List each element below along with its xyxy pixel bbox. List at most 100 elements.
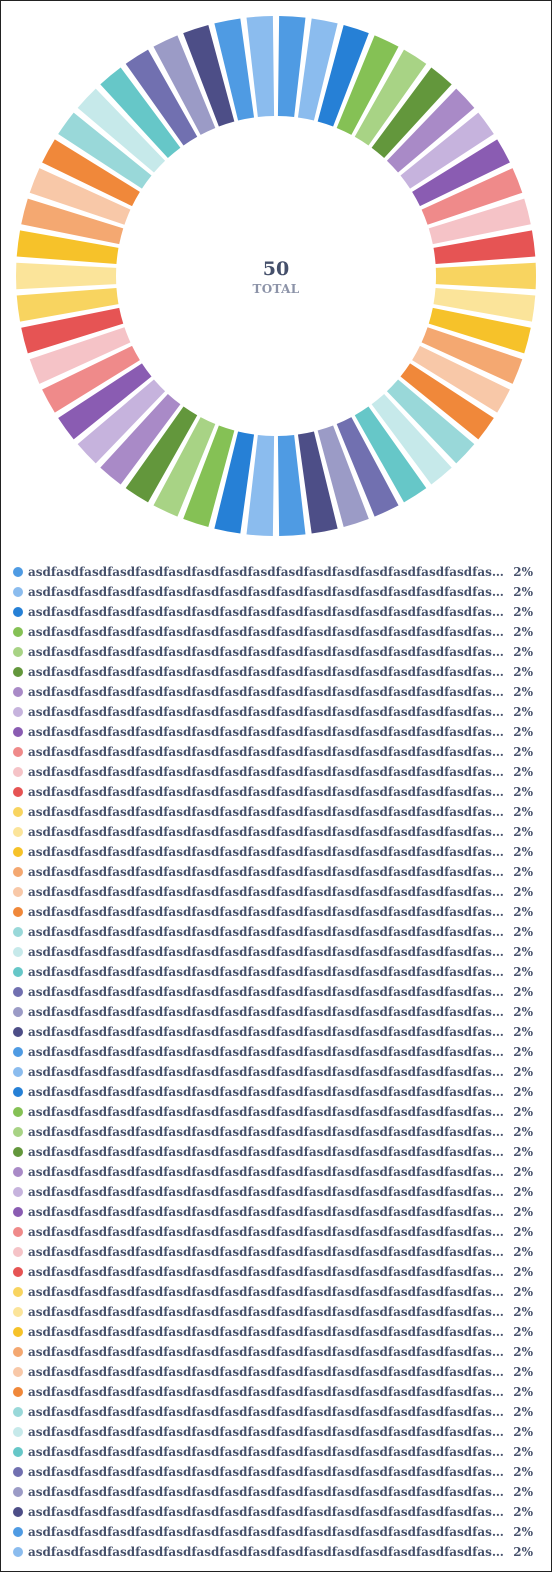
legend-item[interactable]: asdfasdfasdfasdfasdfasdfasdfasdfasdfasdf… [13,1342,533,1362]
legend-item[interactable]: asdfasdfasdfasdfasdfasdfasdfasdfasdfasdf… [13,1402,533,1422]
legend-label: asdfasdfasdfasdfasdfasdfasdfasdfasdfasdf… [28,885,511,899]
legend-value: 2% [513,605,533,619]
legend-item[interactable]: asdfasdfasdfasdfasdfasdfasdfasdfasdfasdf… [13,1262,533,1282]
legend-label: asdfasdfasdfasdfasdfasdfasdfasdfasdfasdf… [28,705,511,719]
legend-item[interactable]: asdfasdfasdfasdfasdfasdfasdfasdfasdfasdf… [13,782,533,802]
legend-item[interactable]: asdfasdfasdfasdfasdfasdfasdfasdfasdfasdf… [13,902,533,922]
legend-label: asdfasdfasdfasdfasdfasdfasdfasdfasdfasdf… [28,905,511,919]
legend-swatch-icon [13,1367,23,1377]
legend-item[interactable]: asdfasdfasdfasdfasdfasdfasdfasdfasdfasdf… [13,1042,533,1062]
legend-swatch-icon [13,1147,23,1157]
donut-slice[interactable] [436,263,536,289]
legend-label: asdfasdfasdfasdfasdfasdfasdfasdfasdfasdf… [28,1405,511,1419]
legend-label: asdfasdfasdfasdfasdfasdfasdfasdfasdfasdf… [28,585,511,599]
legend-value: 2% [513,1045,533,1059]
legend-item[interactable]: asdfasdfasdfasdfasdfasdfasdfasdfasdfasdf… [13,1382,533,1402]
legend-value: 2% [513,1445,533,1459]
legend-item[interactable]: asdfasdfasdfasdfasdfasdfasdfasdfasdfasdf… [13,822,533,842]
legend-item[interactable]: asdfasdfasdfasdfasdfasdfasdfasdfasdfasdf… [13,962,533,982]
legend-swatch-icon [13,867,23,877]
legend-swatch-icon [13,1527,23,1537]
legend-item[interactable]: asdfasdfasdfasdfasdfasdfasdfasdfasdfasdf… [13,802,533,822]
legend-item[interactable]: asdfasdfasdfasdfasdfasdfasdfasdfasdfasdf… [13,1222,533,1242]
legend-swatch-icon [13,1447,23,1457]
legend-swatch-icon [13,607,23,617]
legend-value: 2% [513,1145,533,1159]
legend-value: 2% [513,945,533,959]
legend-swatch-icon [13,1207,23,1217]
legend-item[interactable]: asdfasdfasdfasdfasdfasdfasdfasdfasdfasdf… [13,842,533,862]
legend-item[interactable]: asdfasdfasdfasdfasdfasdfasdfasdfasdfasdf… [13,1122,533,1142]
legend-item[interactable]: asdfasdfasdfasdfasdfasdfasdfasdfasdfasdf… [13,942,533,962]
legend-swatch-icon [13,1427,23,1437]
legend-value: 2% [513,905,533,919]
legend-item[interactable]: asdfasdfasdfasdfasdfasdfasdfasdfasdfasdf… [13,742,533,762]
legend-swatch-icon [13,1127,23,1137]
legend-label: asdfasdfasdfasdfasdfasdfasdfasdfasdfasdf… [28,1105,511,1119]
legend-item[interactable]: asdfasdfasdfasdfasdfasdfasdfasdfasdfasdf… [13,982,533,1002]
legend-item[interactable]: asdfasdfasdfasdfasdfasdfasdfasdfasdfasdf… [13,1282,533,1302]
legend-value: 2% [513,1105,533,1119]
legend-item[interactable]: asdfasdfasdfasdfasdfasdfasdfasdfasdfasdf… [13,1542,533,1562]
legend-item[interactable]: asdfasdfasdfasdfasdfasdfasdfasdfasdfasdf… [13,722,533,742]
legend-item[interactable]: asdfasdfasdfasdfasdfasdfasdfasdfasdfasdf… [13,1142,533,1162]
legend-item[interactable]: asdfasdfasdfasdfasdfasdfasdfasdfasdfasdf… [13,1162,533,1182]
legend-item[interactable]: asdfasdfasdfasdfasdfasdfasdfasdfasdfasdf… [13,1062,533,1082]
legend-label: asdfasdfasdfasdfasdfasdfasdfasdfasdfasdf… [28,1225,511,1239]
legend-label: asdfasdfasdfasdfasdfasdfasdfasdfasdfasdf… [28,965,511,979]
legend-item[interactable]: asdfasdfasdfasdfasdfasdfasdfasdfasdfasdf… [13,702,533,722]
legend-swatch-icon [13,927,23,937]
legend-item[interactable]: asdfasdfasdfasdfasdfasdfasdfasdfasdfasdf… [13,1182,533,1202]
legend-item[interactable]: asdfasdfasdfasdfasdfasdfasdfasdfasdfasdf… [13,1522,533,1542]
legend-value: 2% [513,1265,533,1279]
legend-item[interactable]: asdfasdfasdfasdfasdfasdfasdfasdfasdfasdf… [13,1442,533,1462]
legend-item[interactable]: asdfasdfasdfasdfasdfasdfasdfasdfasdfasdf… [13,1242,533,1262]
legend-label: asdfasdfasdfasdfasdfasdfasdfasdfasdfasdf… [28,1245,511,1259]
legend-value: 2% [513,805,533,819]
legend-item[interactable]: asdfasdfasdfasdfasdfasdfasdfasdfasdfasdf… [13,582,533,602]
legend-item[interactable]: asdfasdfasdfasdfasdfasdfasdfasdfasdfasdf… [13,562,533,582]
legend-label: asdfasdfasdfasdfasdfasdfasdfasdfasdfasdf… [28,865,511,879]
legend-item[interactable]: asdfasdfasdfasdfasdfasdfasdfasdfasdfasdf… [13,1102,533,1122]
legend-value: 2% [513,845,533,859]
legend-swatch-icon [13,1247,23,1257]
legend-value: 2% [513,1485,533,1499]
legend-item[interactable]: asdfasdfasdfasdfasdfasdfasdfasdfasdfasdf… [13,622,533,642]
legend-item[interactable]: asdfasdfasdfasdfasdfasdfasdfasdfasdfasdf… [13,1482,533,1502]
legend-swatch-icon [13,1287,23,1297]
legend-label: asdfasdfasdfasdfasdfasdfasdfasdfasdfasdf… [28,765,511,779]
legend-item[interactable]: asdfasdfasdfasdfasdfasdfasdfasdfasdfasdf… [13,1422,533,1442]
legend-item[interactable]: asdfasdfasdfasdfasdfasdfasdfasdfasdfasdf… [13,1002,533,1022]
legend-value: 2% [513,1305,533,1319]
legend-item[interactable]: asdfasdfasdfasdfasdfasdfasdfasdfasdfasdf… [13,602,533,622]
legend-item[interactable]: asdfasdfasdfasdfasdfasdfasdfasdfasdfasdf… [13,762,533,782]
legend-item[interactable]: asdfasdfasdfasdfasdfasdfasdfasdfasdfasdf… [13,1022,533,1042]
legend-item[interactable]: asdfasdfasdfasdfasdfasdfasdfasdfasdfasdf… [13,1362,533,1382]
legend-item[interactable]: asdfasdfasdfasdfasdfasdfasdfasdfasdfasdf… [13,862,533,882]
legend-item[interactable]: asdfasdfasdfasdfasdfasdfasdfasdfasdfasdf… [13,642,533,662]
legend-value: 2% [513,725,533,739]
legend-swatch-icon [13,1047,23,1057]
legend-item[interactable]: asdfasdfasdfasdfasdfasdfasdfasdfasdfasdf… [13,882,533,902]
legend-item[interactable]: asdfasdfasdfasdfasdfasdfasdfasdfasdfasdf… [13,1322,533,1342]
legend-item[interactable]: asdfasdfasdfasdfasdfasdfasdfasdfasdfasdf… [13,1502,533,1522]
legend-label: asdfasdfasdfasdfasdfasdfasdfasdfasdfasdf… [28,745,511,759]
legend-swatch-icon [13,627,23,637]
legend-item[interactable]: asdfasdfasdfasdfasdfasdfasdfasdfasdfasdf… [13,662,533,682]
legend-value: 2% [513,865,533,879]
legend-item[interactable]: asdfasdfasdfasdfasdfasdfasdfasdfasdfasdf… [13,1202,533,1222]
legend-swatch-icon [13,567,23,577]
legend-value: 2% [513,1465,533,1479]
legend-item[interactable]: asdfasdfasdfasdfasdfasdfasdfasdfasdfasdf… [13,922,533,942]
legend-item[interactable]: asdfasdfasdfasdfasdfasdfasdfasdfasdfasdf… [13,1302,533,1322]
legend-label: asdfasdfasdfasdfasdfasdfasdfasdfasdfasdf… [28,985,511,999]
donut-slice[interactable] [16,263,116,289]
legend-label: asdfasdfasdfasdfasdfasdfasdfasdfasdfasdf… [28,645,511,659]
legend-item[interactable]: asdfasdfasdfasdfasdfasdfasdfasdfasdfasdf… [13,682,533,702]
legend-label: asdfasdfasdfasdfasdfasdfasdfasdfasdfasdf… [28,1285,511,1299]
legend-value: 2% [513,925,533,939]
legend-item[interactable]: asdfasdfasdfasdfasdfasdfasdfasdfasdfasdf… [13,1082,533,1102]
legend-label: asdfasdfasdfasdfasdfasdfasdfasdfasdfasdf… [28,785,511,799]
legend-item[interactable]: asdfasdfasdfasdfasdfasdfasdfasdfasdfasdf… [13,1462,533,1482]
legend-label: asdfasdfasdfasdfasdfasdfasdfasdfasdfasdf… [28,1045,511,1059]
